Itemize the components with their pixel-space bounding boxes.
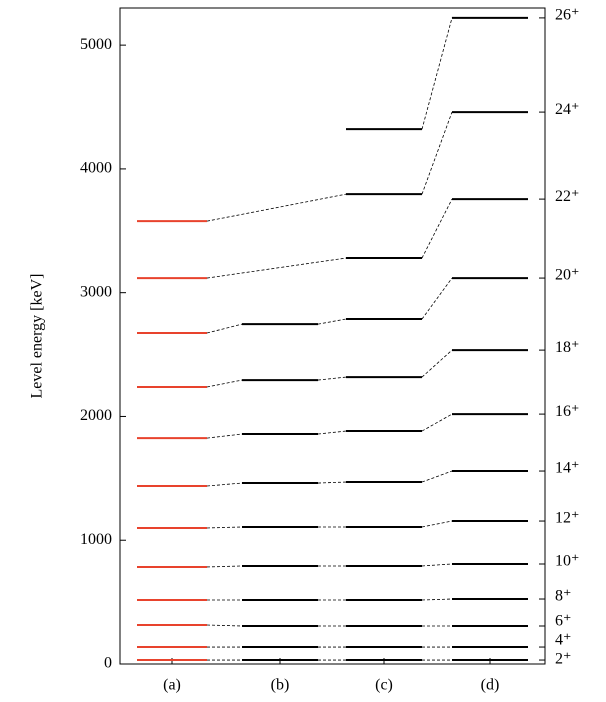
level-label: 24⁺ [555, 101, 579, 118]
connector [206, 257, 347, 279]
level-label: 8⁺ [555, 588, 571, 605]
y-tick-label: 5000 [80, 36, 112, 53]
level-label: 10⁺ [555, 553, 579, 570]
level-label: 18⁺ [555, 339, 579, 356]
connector [206, 526, 243, 529]
connector [206, 323, 243, 334]
connector [421, 470, 453, 483]
connector [317, 376, 347, 381]
connector [206, 379, 243, 388]
x-tick-label: (c) [375, 677, 393, 694]
connector [421, 563, 453, 567]
plot-frame [119, 7, 546, 665]
connector [421, 520, 453, 528]
level-label: 16⁺ [555, 403, 579, 420]
connector [206, 482, 243, 487]
x-tick-label: (b) [271, 677, 290, 694]
y-axis-label: Level energy [keV] [29, 274, 46, 399]
connector [421, 17, 453, 130]
connector [206, 624, 243, 627]
level-label: 12⁺ [555, 510, 579, 527]
y-tick-label: 0 [104, 655, 112, 672]
connector [421, 277, 453, 320]
connector [421, 413, 453, 432]
level-label: 4⁺ [555, 632, 571, 649]
x-tick-label: (d) [481, 677, 500, 694]
connector [206, 433, 243, 439]
connector [421, 349, 453, 378]
connector [421, 598, 453, 601]
connector [421, 198, 453, 259]
x-tick-label: (a) [163, 677, 181, 694]
level-label: 20⁺ [555, 267, 579, 284]
y-tick-label: 4000 [80, 160, 112, 177]
level-label: 2⁺ [555, 651, 571, 668]
level-label: 14⁺ [555, 460, 579, 477]
connector [317, 318, 347, 325]
level-label: 26⁺ [555, 7, 579, 24]
connector [317, 430, 347, 435]
connector [421, 111, 453, 195]
connector [206, 565, 243, 568]
y-tick-label: 2000 [80, 407, 112, 424]
level-label: 22⁺ [555, 188, 579, 205]
y-tick-label: 3000 [80, 283, 112, 300]
level-label: 6⁺ [555, 613, 571, 630]
y-tick-label: 1000 [80, 531, 112, 548]
connector [206, 193, 347, 222]
connector [317, 481, 347, 484]
